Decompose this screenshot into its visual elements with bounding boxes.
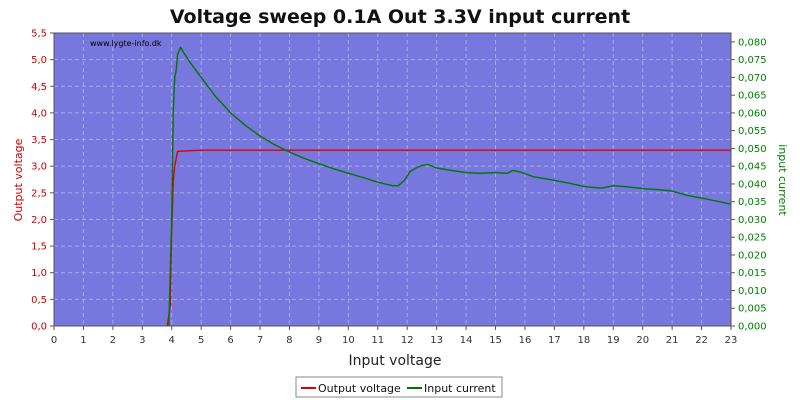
x-tick-label: 11 (371, 335, 384, 346)
x-axis: 0 1 2 3 4 5 6 7 8 9 10 11 12 13 14 15 16 17 18 19 20 21 22 23 (51, 326, 738, 346)
chart-title: Voltage sweep 0.1A Out 3.3V input curren… (170, 6, 630, 28)
x-tick-label: 21 (666, 335, 679, 346)
y-right-tick-label: 0,050 (738, 144, 767, 155)
y-axis-right-title: input current (776, 144, 789, 216)
y-right-tick-label: 0,025 (738, 233, 767, 244)
x-tick-label: 1 (80, 335, 86, 346)
watermark: www.lygte-info.dk (90, 39, 162, 48)
y-right-tick-label: 0,010 (738, 286, 767, 297)
legend-label-output-voltage: Output voltage (318, 382, 401, 395)
x-tick-label: 5 (198, 335, 204, 346)
x-tick-label: 2 (110, 335, 116, 346)
y-left-tick-label: 5,0 (31, 55, 47, 66)
x-tick-label: 9 (316, 335, 322, 346)
y-right-tick-label: 0,040 (738, 179, 767, 190)
x-tick-label: 13 (430, 335, 443, 346)
x-tick-label: 23 (725, 335, 738, 346)
series-layer (166, 46, 732, 327)
plot-area (54, 33, 731, 326)
y-right-tick-label: 0,065 (738, 91, 767, 102)
y-left-tick-label: 5,5 (31, 29, 47, 40)
y-axis-left: 0,0 0,5 1,0 1,5 2,0 2,5 3,0 3,5 4,0 4,5 5,0 5,5 (31, 29, 54, 333)
legend: Output voltage Input current (295, 376, 503, 398)
y-right-tick-label: 0,000 (738, 322, 767, 333)
series-line-output-voltage (166, 149, 731, 327)
y-right-tick-label: 0,075 (738, 55, 767, 66)
y-left-tick-label: 1,0 (31, 268, 47, 279)
y-left-tick-label: 2,5 (31, 188, 47, 199)
y-right-tick-label: 0,005 (738, 304, 767, 315)
y-right-tick-label: 0,035 (738, 197, 767, 208)
x-tick-label: 15 (489, 335, 502, 346)
x-tick-label: 12 (401, 335, 414, 346)
x-tick-label: 14 (460, 335, 473, 346)
y-left-tick-label: 3,0 (31, 162, 47, 173)
y-right-tick-label: 0,020 (738, 250, 767, 261)
x-tick-label: 10 (342, 335, 355, 346)
x-tick-label: 8 (286, 335, 292, 346)
legend-box (295, 376, 503, 398)
x-tick-label: 7 (257, 335, 263, 346)
y-left-tick-label: 0,0 (31, 322, 47, 333)
y-right-tick-label: 0,015 (738, 268, 767, 279)
y-left-tick-label: 4,5 (31, 82, 47, 93)
series-line-input-current (168, 46, 732, 327)
y-right-tick-label: 0,045 (738, 162, 767, 173)
y-left-tick-label: 3,5 (31, 135, 47, 146)
x-tick-label: 18 (577, 335, 590, 346)
x-tick-label: 16 (519, 335, 532, 346)
x-tick-label: 3 (139, 335, 145, 346)
y-right-tick-label: 0,030 (738, 215, 767, 226)
y-right-tick-label: 0,055 (738, 126, 767, 137)
x-tick-label: 17 (548, 335, 561, 346)
y-axis-right: 0,000 0,005 0,010 0,015 0,020 0,025 0,030 0,035… (731, 37, 767, 333)
y-left-tick-label: 4,0 (31, 108, 47, 119)
y-axis-left-title: Output voltage (12, 138, 25, 221)
y-left-tick-label: 1,5 (31, 242, 47, 253)
y-left-tick-label: 2,0 (31, 215, 47, 226)
y-right-tick-label: 0,060 (738, 108, 767, 119)
x-tick-label: 20 (636, 335, 649, 346)
grid-lines (53, 32, 732, 327)
x-axis-title: Input voltage (348, 353, 441, 369)
legend-label-input-current: Input current (424, 382, 496, 395)
x-tick-label: 19 (607, 335, 620, 346)
y-left-tick-label: 0,5 (31, 295, 47, 306)
x-tick-label: 22 (695, 335, 708, 346)
y-right-tick-label: 0,080 (738, 37, 767, 48)
x-tick-label: 6 (227, 335, 233, 346)
plot-frame (53, 32, 732, 327)
x-tick-label: 0 (51, 335, 57, 346)
x-tick-label: 4 (169, 335, 175, 346)
y-right-tick-label: 0,070 (738, 73, 767, 84)
